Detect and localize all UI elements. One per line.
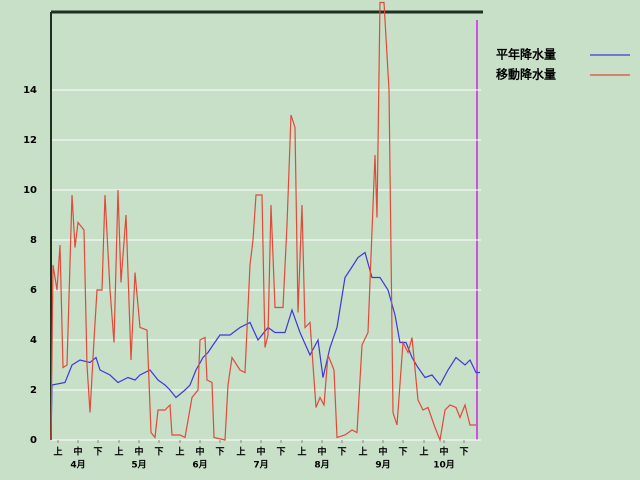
y-tick-label: 0	[30, 435, 37, 446]
y-tick-label: 10	[23, 185, 37, 196]
y-tick-label: 4	[30, 335, 37, 346]
x-tick-label: 中	[195, 446, 204, 458]
month-label: 8月	[314, 460, 329, 471]
x-tick-label: 上	[53, 446, 62, 458]
month-label: 5月	[131, 460, 146, 471]
x-tick-label: 中	[256, 446, 265, 458]
x-tick-label: 上	[114, 446, 123, 458]
month-label: 9月	[375, 460, 390, 471]
x-tick-label: 上	[358, 446, 367, 458]
x-tick-label: 中	[439, 446, 448, 458]
x-tick-label: 上	[175, 446, 184, 458]
x-tick-label: 下	[337, 447, 346, 458]
legend-label: 移動降水量	[496, 67, 556, 82]
month-label: 7月	[253, 460, 268, 471]
x-tick-label: 下	[93, 447, 102, 458]
x-tick-label: 下	[398, 447, 407, 458]
x-tick-label: 中	[317, 446, 326, 458]
y-tick-label: 14	[23, 85, 37, 96]
month-label: 4月	[70, 460, 85, 471]
month-label: 10月	[433, 460, 455, 471]
x-tick-label: 下	[215, 447, 224, 458]
x-tick-label: 上	[236, 446, 245, 458]
series-line	[50, 1, 476, 443]
x-tick-label: 上	[419, 446, 428, 458]
x-tick-label: 上	[297, 446, 306, 458]
x-tick-label: 中	[378, 446, 387, 458]
month-label: 6月	[192, 460, 207, 471]
y-tick-label: 8	[30, 235, 37, 246]
y-tick-label: 2	[30, 385, 37, 396]
x-tick-label: 下	[276, 447, 285, 458]
series-line	[50, 251, 480, 441]
x-tick-label: 中	[134, 446, 143, 458]
x-tick-label: 下	[459, 447, 468, 458]
x-tick-label: 中	[73, 446, 82, 458]
y-tick-label: 12	[23, 135, 37, 146]
x-tick-label: 下	[154, 447, 163, 458]
y-tick-label: 6	[30, 285, 37, 296]
legend-label: 平年降水量	[496, 47, 556, 62]
